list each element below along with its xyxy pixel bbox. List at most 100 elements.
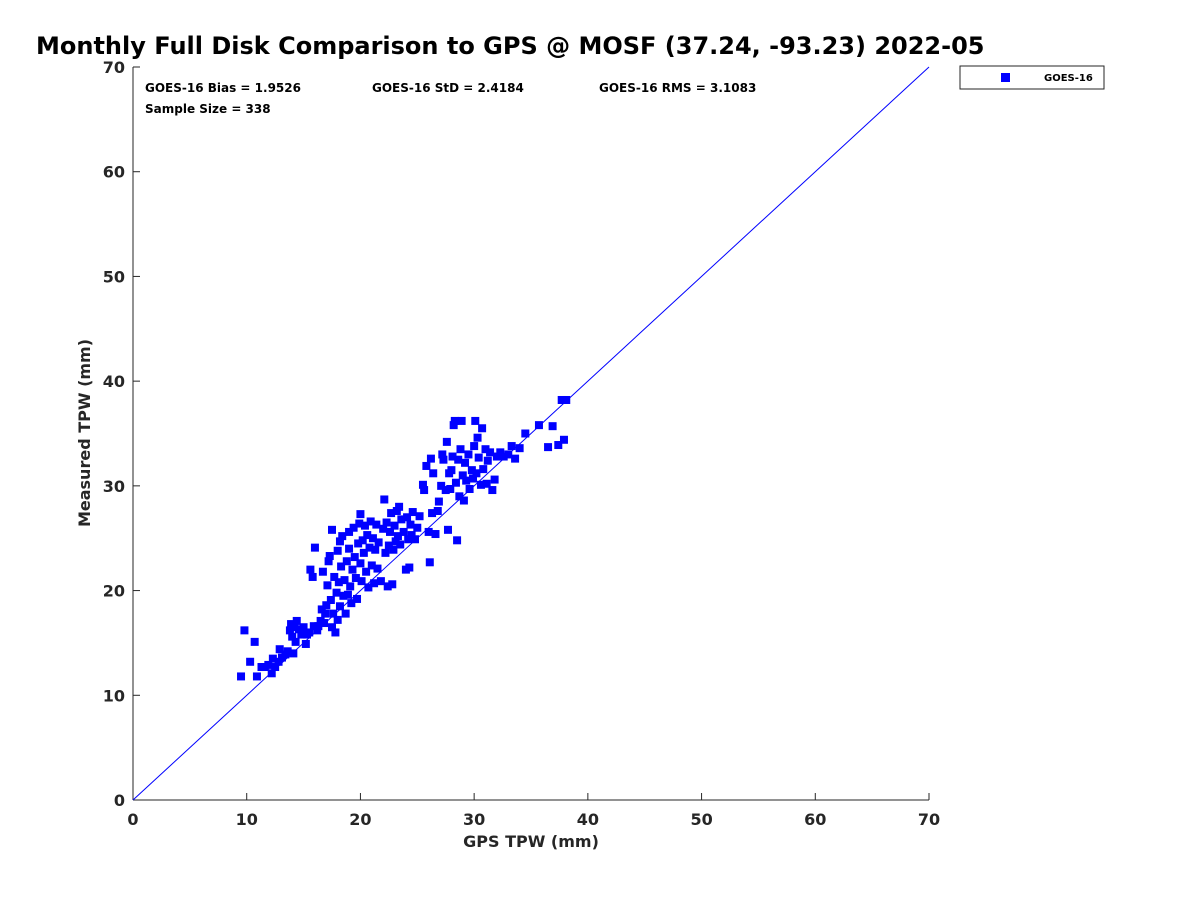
- bias-stat: GOES-16 Bias = 1.9526: [145, 81, 301, 95]
- data-point: [442, 437, 451, 446]
- data-point: [268, 654, 277, 663]
- data-point: [331, 628, 340, 637]
- data-point: [407, 531, 416, 540]
- data-point: [456, 445, 465, 454]
- data-point: [314, 622, 323, 631]
- data-point: [443, 525, 452, 534]
- data-point: [329, 609, 338, 618]
- data-point: [318, 567, 327, 576]
- data-point: [295, 625, 304, 634]
- data-point: [246, 657, 255, 666]
- data-point: [447, 466, 456, 475]
- data-point: [321, 609, 330, 618]
- data-point: [479, 465, 488, 474]
- data-point: [349, 523, 358, 532]
- data-point: [455, 492, 464, 501]
- data-point: [559, 435, 568, 444]
- data-point: [353, 594, 362, 603]
- data-point: [433, 506, 442, 515]
- data-point: [388, 580, 397, 589]
- x-tick-label: 30: [463, 810, 485, 829]
- data-point: [370, 579, 379, 588]
- y-tick-label: 70: [103, 58, 125, 77]
- data-point: [422, 461, 431, 470]
- chart-title: Monthly Full Disk Comparison to GPS @ MO…: [36, 32, 984, 60]
- data-point: [323, 581, 332, 590]
- data-point: [382, 518, 391, 527]
- data-point: [457, 416, 466, 425]
- x-tick-label: 50: [690, 810, 712, 829]
- data-point: [431, 530, 440, 539]
- data-point: [376, 577, 385, 586]
- data-point: [342, 557, 351, 566]
- data-point: [288, 632, 297, 641]
- data-point: [340, 576, 349, 585]
- data-point: [465, 484, 474, 493]
- data-point: [301, 639, 310, 648]
- data-point: [332, 588, 341, 597]
- data-point: [469, 474, 478, 483]
- data-point: [411, 535, 420, 544]
- data-point: [424, 527, 433, 536]
- data-point: [289, 649, 298, 658]
- data-point: [511, 454, 520, 463]
- one-to-one-reference-line: [132, 66, 930, 801]
- data-point: [459, 496, 468, 505]
- data-point: [534, 421, 543, 430]
- data-point: [345, 527, 354, 536]
- data-point: [454, 455, 463, 464]
- sample-size-stat: Sample Size = 338: [145, 102, 271, 116]
- data-point: [464, 450, 473, 459]
- data-point: [320, 619, 329, 628]
- data-point: [395, 502, 404, 511]
- data-point: [392, 506, 401, 515]
- data-point: [391, 537, 400, 546]
- data-point: [364, 583, 373, 592]
- data-point: [408, 508, 417, 517]
- data-point: [363, 531, 372, 540]
- data-point: [481, 445, 490, 454]
- data-point: [357, 577, 366, 586]
- data-point: [345, 544, 354, 553]
- data-point: [451, 478, 460, 487]
- data-point: [403, 513, 412, 522]
- y-axis-ticks: 0 10 20 30 40 50 60 70: [103, 58, 140, 810]
- rms-stat: GOES-16 RMS = 3.1083: [599, 81, 756, 95]
- legend-box: [959, 65, 1105, 90]
- data-point: [356, 510, 365, 519]
- y-axis-label: Measured TPW (mm): [75, 339, 94, 527]
- data-point: [385, 527, 394, 536]
- data-point: [404, 535, 413, 544]
- data-point: [334, 578, 343, 587]
- y-tick-label: 20: [103, 582, 125, 601]
- y-tick-label: 30: [103, 477, 125, 496]
- data-point: [483, 456, 492, 465]
- x-axis-label: GPS TPW (mm): [463, 832, 599, 851]
- data-point: [439, 455, 448, 464]
- data-point: [373, 564, 382, 573]
- x-tick-label: 60: [804, 810, 826, 829]
- data-point: [240, 626, 249, 635]
- y-tick-label: 50: [103, 267, 125, 286]
- x-axis-ticks: 0 10 20 30 40 50 60 70: [127, 793, 940, 829]
- data-point: [333, 615, 342, 624]
- legend-label: GOES-16: [1044, 73, 1093, 84]
- data-point: [548, 422, 557, 431]
- data-point: [449, 421, 458, 430]
- data-point: [406, 520, 415, 529]
- data-point: [343, 590, 352, 599]
- data-point: [347, 599, 356, 608]
- data-point: [557, 395, 566, 404]
- data-point: [372, 520, 381, 529]
- data-point: [429, 469, 438, 478]
- data-point: [328, 525, 336, 534]
- data-point: [305, 628, 314, 637]
- data-point: [473, 433, 482, 442]
- data-point: [339, 591, 348, 600]
- data-point: [308, 572, 317, 581]
- data-point: [290, 623, 299, 632]
- data-point: [387, 509, 396, 518]
- data-point: [333, 546, 342, 555]
- data-point: [470, 442, 479, 451]
- data-point: [420, 486, 429, 495]
